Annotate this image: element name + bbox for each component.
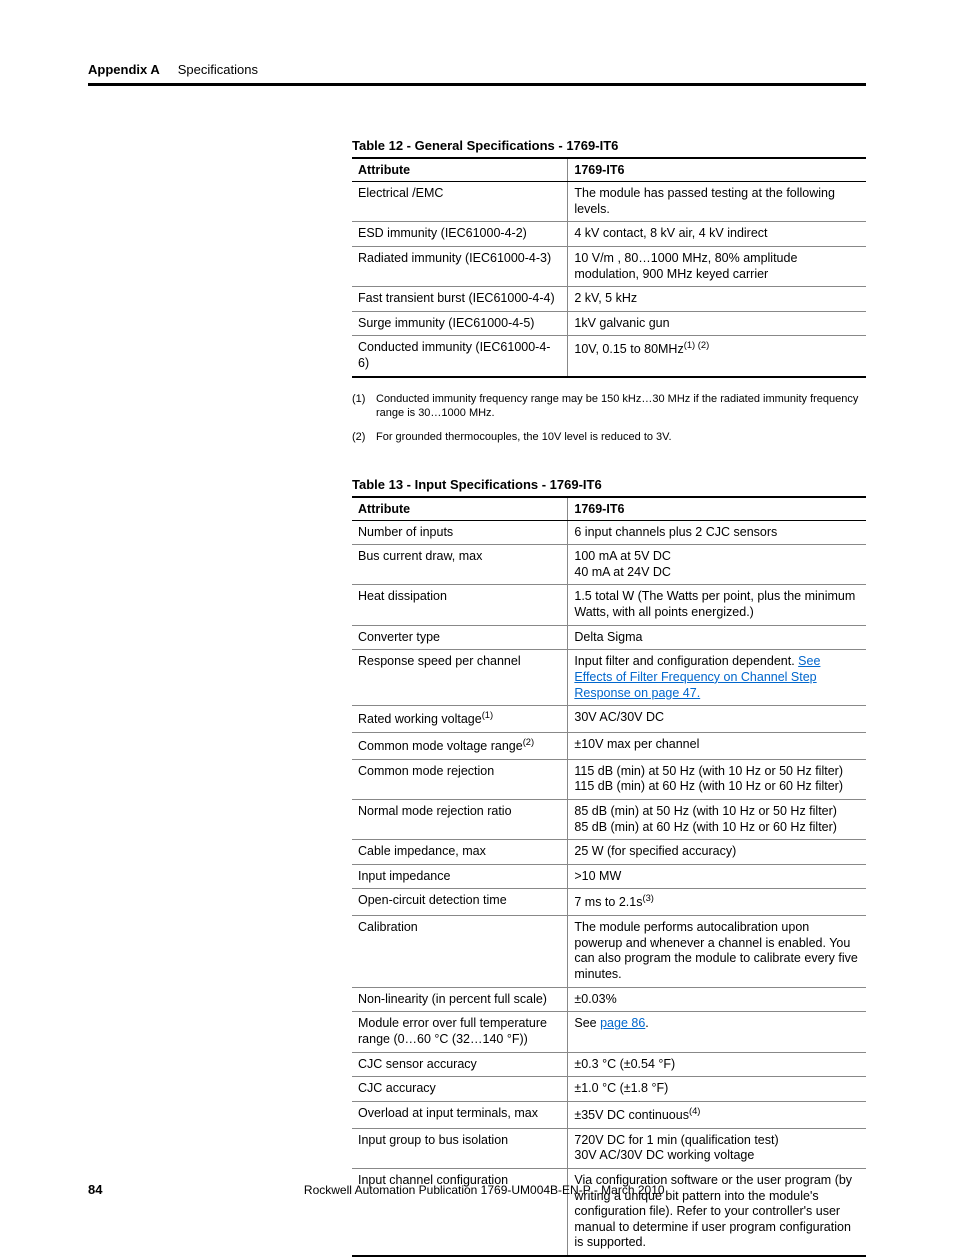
table13-cell-attribute: Number of inputs	[352, 520, 568, 545]
footnote-marker: (2)	[352, 430, 376, 444]
table13-cell-attribute: CJC accuracy	[352, 1077, 568, 1102]
table13-cell-value: 6 input channels plus 2 CJC sensors	[568, 520, 866, 545]
table13-cell-attribute: Bus current draw, max	[352, 545, 568, 585]
table13-cell-attribute: Common mode voltage range(2)	[352, 732, 568, 759]
table13-row: Normal mode rejection ratio85 dB (min) a…	[352, 799, 866, 839]
table13-cell-attribute: Overload at input terminals, max	[352, 1101, 568, 1128]
table13-cell-value: 85 dB (min) at 50 Hz (with 10 Hz or 50 H…	[568, 799, 866, 839]
table13-cell-attribute: Module error over full temperature range…	[352, 1012, 568, 1052]
table13-cell-attribute: Open-circuit detection time	[352, 889, 568, 916]
page-header: Appendix A Specifications	[88, 62, 866, 86]
table13-cell-value: 720V DC for 1 min (qualification test)30…	[568, 1128, 866, 1168]
table13-cell-value: Input filter and configuration dependent…	[568, 650, 866, 706]
table13-cell-value: 7 ms to 2.1s(3)	[568, 889, 866, 916]
table13-row: Rated working voltage(1)30V AC/30V DC	[352, 706, 866, 733]
table13-row: Open-circuit detection time7 ms to 2.1s(…	[352, 889, 866, 916]
table12-cell-value: 4 kV contact, 8 kV air, 4 kV indirect	[568, 222, 866, 247]
page-footer: 84 Rockwell Automation Publication 1769-…	[88, 1182, 866, 1197]
footnote-text: For grounded thermocouples, the 10V leve…	[376, 430, 866, 444]
table12-cell-value: 2 kV, 5 kHz	[568, 287, 866, 312]
table13-cell-attribute: Input group to bus isolation	[352, 1128, 568, 1168]
table12-cell-attribute: Electrical /EMC	[352, 182, 568, 222]
table13-cell-attribute: Input impedance	[352, 864, 568, 889]
table13-head-attribute: Attribute	[352, 497, 568, 521]
table13-cell-value: The module performs autocalibration upon…	[568, 916, 866, 988]
table12-row: Fast transient burst (IEC61000-4-4)2 kV,…	[352, 287, 866, 312]
table13-cell-value: ±0.03%	[568, 987, 866, 1012]
table13-cell-attribute: Non-linearity (in percent full scale)	[352, 987, 568, 1012]
table12-cell-value: The module has passed testing at the fol…	[568, 182, 866, 222]
table13-row: Heat dissipation1.5 total W (The Watts p…	[352, 585, 866, 625]
table13-cell-value: ±0.3 °C (±0.54 °F)	[568, 1052, 866, 1077]
table13-row: Converter typeDelta Sigma	[352, 625, 866, 650]
footnote-marker: (1)	[352, 392, 376, 421]
table13-row: CJC accuracy±1.0 °C (±1.8 °F)	[352, 1077, 866, 1102]
footnote: (2)For grounded thermocouples, the 10V l…	[352, 430, 866, 444]
table13-row: Response speed per channelInput filter a…	[352, 650, 866, 706]
page-number: 84	[88, 1182, 102, 1197]
footer-text: Rockwell Automation Publication 1769-UM0…	[102, 1183, 866, 1197]
table12-head-value: 1769-IT6	[568, 158, 866, 182]
table12-cell-attribute: Fast transient burst (IEC61000-4-4)	[352, 287, 568, 312]
table13-cell-attribute: Cable impedance, max	[352, 840, 568, 865]
table13-cell-attribute: Rated working voltage(1)	[352, 706, 568, 733]
table13-cell-value: 1.5 total W (The Watts per point, plus t…	[568, 585, 866, 625]
table12-cell-attribute: Surge immunity (IEC61000-4-5)	[352, 311, 568, 336]
table13-cell-value: Delta Sigma	[568, 625, 866, 650]
table13-row: CalibrationThe module performs autocalib…	[352, 916, 866, 988]
table13-cell-attribute: Calibration	[352, 916, 568, 988]
table13-cell-value: ±10V max per channel	[568, 732, 866, 759]
footnote: (1)Conducted immunity frequency range ma…	[352, 392, 866, 421]
table13-row: Number of inputs6 input channels plus 2 …	[352, 520, 866, 545]
table13-cell-value: 115 dB (min) at 50 Hz (with 10 Hz or 50 …	[568, 759, 866, 799]
table13-row: Common mode voltage range(2)±10V max per…	[352, 732, 866, 759]
table12-row: Electrical /EMCThe module has passed tes…	[352, 182, 866, 222]
table12-cell-attribute: ESD immunity (IEC61000-4-2)	[352, 222, 568, 247]
table13-row: Module error over full temperature range…	[352, 1012, 866, 1052]
table13: Attribute 1769-IT6 Number of inputs6 inp…	[352, 496, 866, 1257]
table12-cell-value: 10V, 0.15 to 80MHz(1) (2)	[568, 336, 866, 377]
table13-row: Common mode rejection115 dB (min) at 50 …	[352, 759, 866, 799]
table13-cell-value: ±1.0 °C (±1.8 °F)	[568, 1077, 866, 1102]
table12-row: Surge immunity (IEC61000-4-5)1kV galvani…	[352, 311, 866, 336]
table12-row: Conducted immunity (IEC61000-4-6)10V, 0.…	[352, 336, 866, 377]
table13-head-value: 1769-IT6	[568, 497, 866, 521]
table12-cell-attribute: Conducted immunity (IEC61000-4-6)	[352, 336, 568, 377]
table13-row: Input impedance>10 MW	[352, 864, 866, 889]
table13-cell-value: See page 86.	[568, 1012, 866, 1052]
table12-cell-value: 10 V/m , 80…1000 MHz, 80% amplitude modu…	[568, 246, 866, 286]
table13-cell-attribute: Response speed per channel	[352, 650, 568, 706]
table13-cell-value: 25 W (for specified accuracy)	[568, 840, 866, 865]
table13-title: Table 13 - Input Specifications - 1769-I…	[352, 477, 866, 492]
table13-cell-value: 100 mA at 5V DC40 mA at 24V DC	[568, 545, 866, 585]
table13-row: Overload at input terminals, max±35V DC …	[352, 1101, 866, 1128]
table13-cell-value: >10 MW	[568, 864, 866, 889]
section-title: Specifications	[178, 62, 258, 77]
table12-cell-attribute: Radiated immunity (IEC61000-4-3)	[352, 246, 568, 286]
footnote-text: Conducted immunity frequency range may b…	[376, 392, 866, 421]
table13-cell-attribute: Normal mode rejection ratio	[352, 799, 568, 839]
table12-cell-value: 1kV galvanic gun	[568, 311, 866, 336]
table13-row: Input group to bus isolation720V DC for …	[352, 1128, 866, 1168]
table12-row: ESD immunity (IEC61000-4-2)4 kV contact,…	[352, 222, 866, 247]
table13-row: Non-linearity (in percent full scale)±0.…	[352, 987, 866, 1012]
table13-row: Cable impedance, max25 W (for specified …	[352, 840, 866, 865]
table13-cell-attribute: Converter type	[352, 625, 568, 650]
table13-cell-value: ±35V DC continuous(4)	[568, 1101, 866, 1128]
table12-head-attribute: Attribute	[352, 158, 568, 182]
table12-row: Radiated immunity (IEC61000-4-3)10 V/m ,…	[352, 246, 866, 286]
table13-row: CJC sensor accuracy±0.3 °C (±0.54 °F)	[352, 1052, 866, 1077]
table12-title: Table 12 - General Specifications - 1769…	[352, 138, 866, 153]
table13-cell-attribute: CJC sensor accuracy	[352, 1052, 568, 1077]
appendix-label: Appendix A	[88, 62, 160, 77]
table13-row: Bus current draw, max100 mA at 5V DC40 m…	[352, 545, 866, 585]
table13-cell-value: 30V AC/30V DC	[568, 706, 866, 733]
table13-cell-attribute: Heat dissipation	[352, 585, 568, 625]
table12: Attribute 1769-IT6 Electrical /EMCThe mo…	[352, 157, 866, 378]
table13-cell-attribute: Common mode rejection	[352, 759, 568, 799]
